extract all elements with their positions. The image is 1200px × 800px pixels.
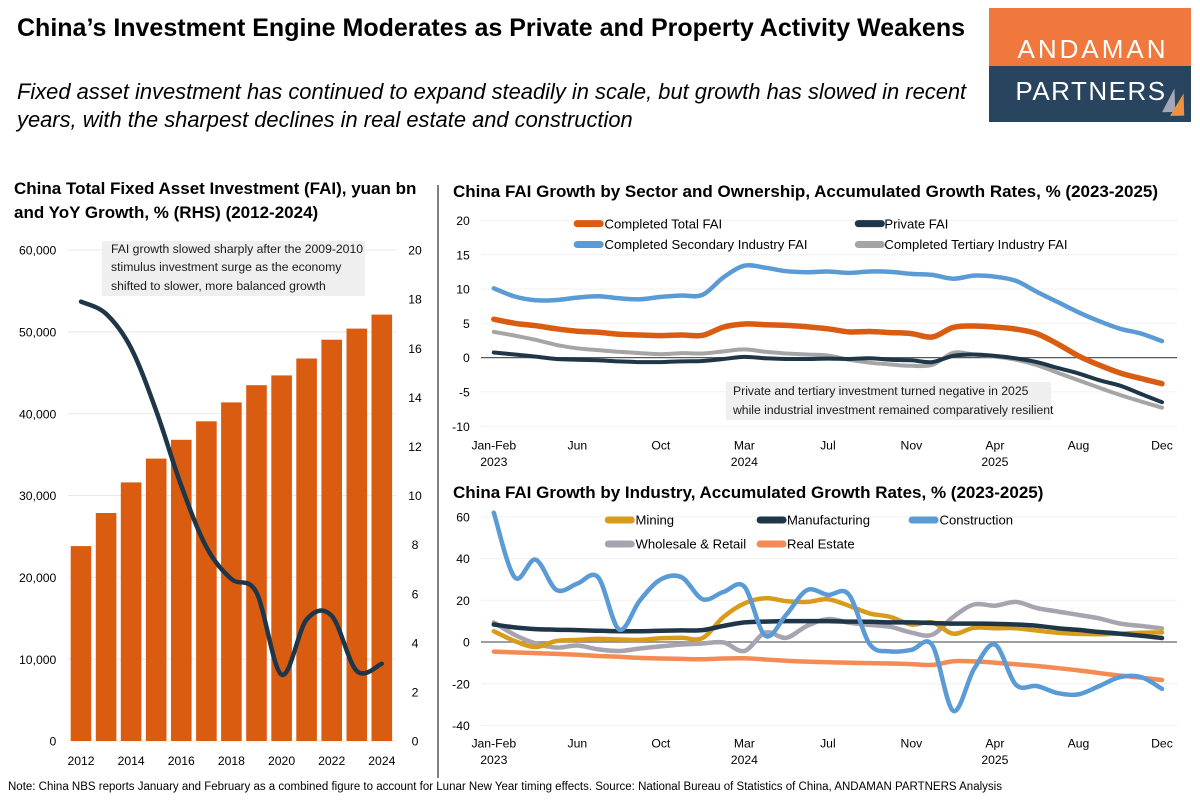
svg-text:30,000: 30,000 [19, 489, 56, 503]
svg-text:2023: 2023 [480, 753, 507, 767]
svg-text:40: 40 [456, 552, 470, 566]
svg-text:Completed Tertiary Industry FA: Completed Tertiary Industry FAI [884, 237, 1067, 252]
svg-text:2: 2 [412, 686, 419, 700]
svg-text:15: 15 [456, 248, 470, 262]
svg-text:4: 4 [412, 636, 419, 650]
svg-text:18: 18 [408, 293, 422, 307]
svg-text:2023: 2023 [480, 455, 507, 469]
svg-text:6: 6 [412, 587, 419, 601]
svg-text:2024: 2024 [368, 754, 395, 768]
svg-text:Nov: Nov [901, 737, 924, 751]
svg-text:40,000: 40,000 [19, 407, 56, 421]
svg-text:8: 8 [412, 538, 419, 552]
svg-text:Mar: Mar [734, 438, 755, 452]
svg-text:5: 5 [463, 317, 470, 331]
svg-text:10: 10 [456, 283, 470, 297]
svg-text:2018: 2018 [218, 754, 245, 768]
svg-text:Dec: Dec [1151, 737, 1173, 751]
svg-text:60,000: 60,000 [19, 244, 56, 258]
svg-text:Jan-Feb: Jan-Feb [471, 438, 516, 452]
svg-text:20: 20 [456, 214, 470, 228]
svg-text:Completed Total FAI: Completed Total FAI [605, 216, 723, 231]
svg-text:Dec: Dec [1151, 438, 1173, 452]
svg-text:12: 12 [408, 440, 422, 454]
svg-text:0: 0 [463, 636, 470, 650]
svg-text:20,000: 20,000 [19, 571, 56, 585]
svg-text:-40: -40 [452, 719, 470, 733]
svg-text:2024: 2024 [731, 753, 758, 767]
svg-text:Jun: Jun [567, 438, 587, 452]
svg-text:16: 16 [408, 342, 422, 356]
svg-text:Apr: Apr [985, 737, 1004, 751]
svg-text:10: 10 [408, 489, 422, 503]
svg-text:0: 0 [412, 735, 419, 749]
svg-text:2025: 2025 [981, 753, 1008, 767]
svg-text:Oct: Oct [651, 737, 671, 751]
svg-text:10,000: 10,000 [19, 653, 56, 667]
svg-text:Aug: Aug [1068, 438, 1090, 452]
svg-text:60: 60 [456, 510, 470, 524]
svg-text:Construction: Construction [940, 513, 1014, 528]
svg-text:2025: 2025 [981, 455, 1008, 469]
svg-text:Private FAI: Private FAI [884, 216, 948, 231]
svg-text:0: 0 [50, 735, 57, 749]
svg-text:2016: 2016 [168, 754, 195, 768]
svg-text:Oct: Oct [651, 438, 671, 452]
svg-text:20: 20 [456, 594, 470, 608]
svg-text:Apr: Apr [985, 438, 1004, 452]
svg-text:-20: -20 [452, 677, 470, 691]
svg-text:2014: 2014 [118, 754, 145, 768]
svg-text:-10: -10 [452, 420, 470, 434]
svg-text:2024: 2024 [731, 455, 758, 469]
svg-text:2020: 2020 [268, 754, 295, 768]
svg-text:2022: 2022 [318, 754, 345, 768]
svg-text:Completed Secondary Industry F: Completed Secondary Industry FAI [605, 237, 808, 252]
svg-text:0: 0 [463, 351, 470, 365]
svg-text:Manufacturing: Manufacturing [787, 513, 870, 528]
svg-text:20: 20 [408, 244, 422, 258]
svg-text:Nov: Nov [901, 438, 924, 452]
svg-text:Wholesale & Retail: Wholesale & Retail [636, 537, 747, 552]
svg-text:14: 14 [408, 391, 422, 405]
svg-text:Aug: Aug [1068, 737, 1090, 751]
svg-text:2012: 2012 [67, 754, 94, 768]
svg-text:Jan-Feb: Jan-Feb [471, 737, 516, 751]
svg-text:Jul: Jul [820, 737, 836, 751]
svg-text:Real Estate: Real Estate [787, 537, 855, 552]
svg-text:50,000: 50,000 [19, 326, 56, 340]
svg-text:Mar: Mar [734, 737, 755, 751]
svg-text:-5: -5 [459, 386, 470, 400]
svg-text:Jun: Jun [567, 737, 587, 751]
svg-text:Jul: Jul [820, 438, 836, 452]
svg-text:Mining: Mining [636, 513, 675, 528]
